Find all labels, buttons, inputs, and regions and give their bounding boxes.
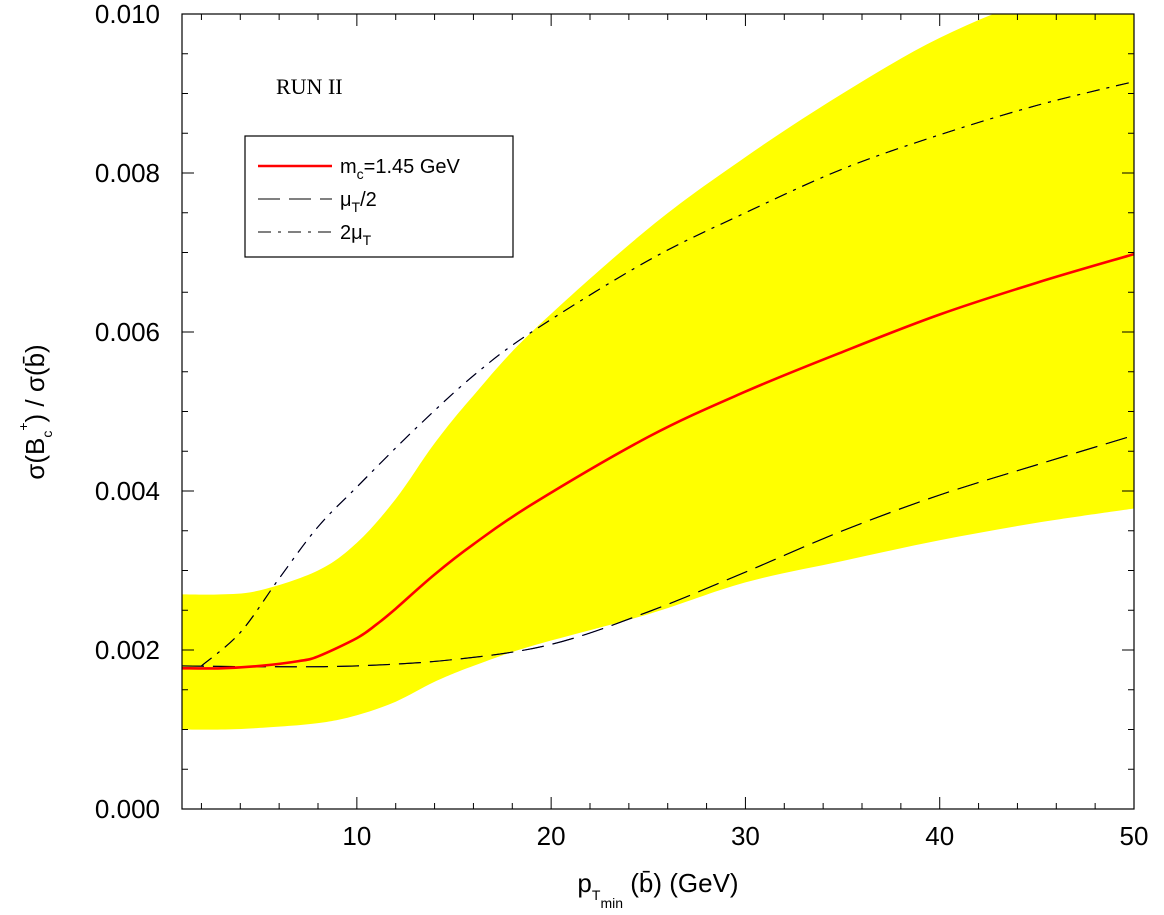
legend-label: μT/2 bbox=[340, 189, 377, 215]
x-axis-title-main: p bbox=[577, 868, 591, 898]
y-tick-label: 0.010 bbox=[95, 0, 160, 29]
legend-label-main: m bbox=[340, 156, 357, 178]
run-ii-annotation: RUN II bbox=[276, 74, 343, 99]
y-axis-title: σ(Bc +) / σ(b̄) bbox=[15, 344, 55, 479]
x-tick-label: 30 bbox=[731, 821, 760, 851]
uncertainty-band bbox=[182, 14, 1134, 730]
legend-label-rest: /2 bbox=[360, 189, 377, 211]
legend-label-sub: c bbox=[357, 166, 364, 182]
x-tick-label: 20 bbox=[537, 821, 566, 851]
legend-label-main: 2μ bbox=[340, 222, 363, 244]
y-tick-label: 0.006 bbox=[95, 317, 160, 347]
legend-label-sub: T bbox=[363, 232, 372, 248]
x-axis-title-sub1: T bbox=[592, 887, 601, 903]
x-tick-label: 40 bbox=[925, 821, 954, 851]
legend-label-rest: =1.45 GeV bbox=[364, 156, 461, 178]
y-axis-title-sup: + bbox=[15, 422, 31, 430]
series-line-solid bbox=[182, 252, 1134, 670]
x-axis-title: pTmin (b̄) (GeV) bbox=[577, 868, 738, 911]
ticks-layer: 10 20 30 40 50 0.000 0.002 0.004 0.006 0.008 0.010 bbox=[95, 0, 1149, 851]
series-line-dashed bbox=[182, 434, 1134, 668]
y-tick-label: 0.008 bbox=[95, 158, 160, 188]
y-tick-label: 0.002 bbox=[95, 635, 160, 665]
y-axis-title-sub: c bbox=[39, 431, 55, 438]
y-axis-title-pre: σ(B bbox=[20, 438, 50, 480]
legend-box bbox=[244, 135, 514, 258]
legend-label: 2μT bbox=[340, 222, 372, 248]
legend-label-sub: T bbox=[352, 199, 361, 215]
x-axis-title-sub2: min bbox=[600, 895, 623, 911]
y-tick-label: 0.000 bbox=[95, 794, 160, 824]
x-tick-label: 10 bbox=[342, 821, 371, 851]
legend-label: mc=1.45 GeV bbox=[340, 156, 461, 182]
x-tick-label: 50 bbox=[1120, 821, 1149, 851]
x-axis-title-rest: (b̄) (GeV) bbox=[623, 868, 739, 898]
legend-label-main: μ bbox=[340, 189, 352, 211]
plot-layer bbox=[182, 14, 1134, 730]
y-axis-title-post: ) / σ(b̄) bbox=[20, 344, 50, 422]
y-tick-label: 0.004 bbox=[95, 476, 160, 506]
series-line-dashdot bbox=[201, 81, 1134, 667]
